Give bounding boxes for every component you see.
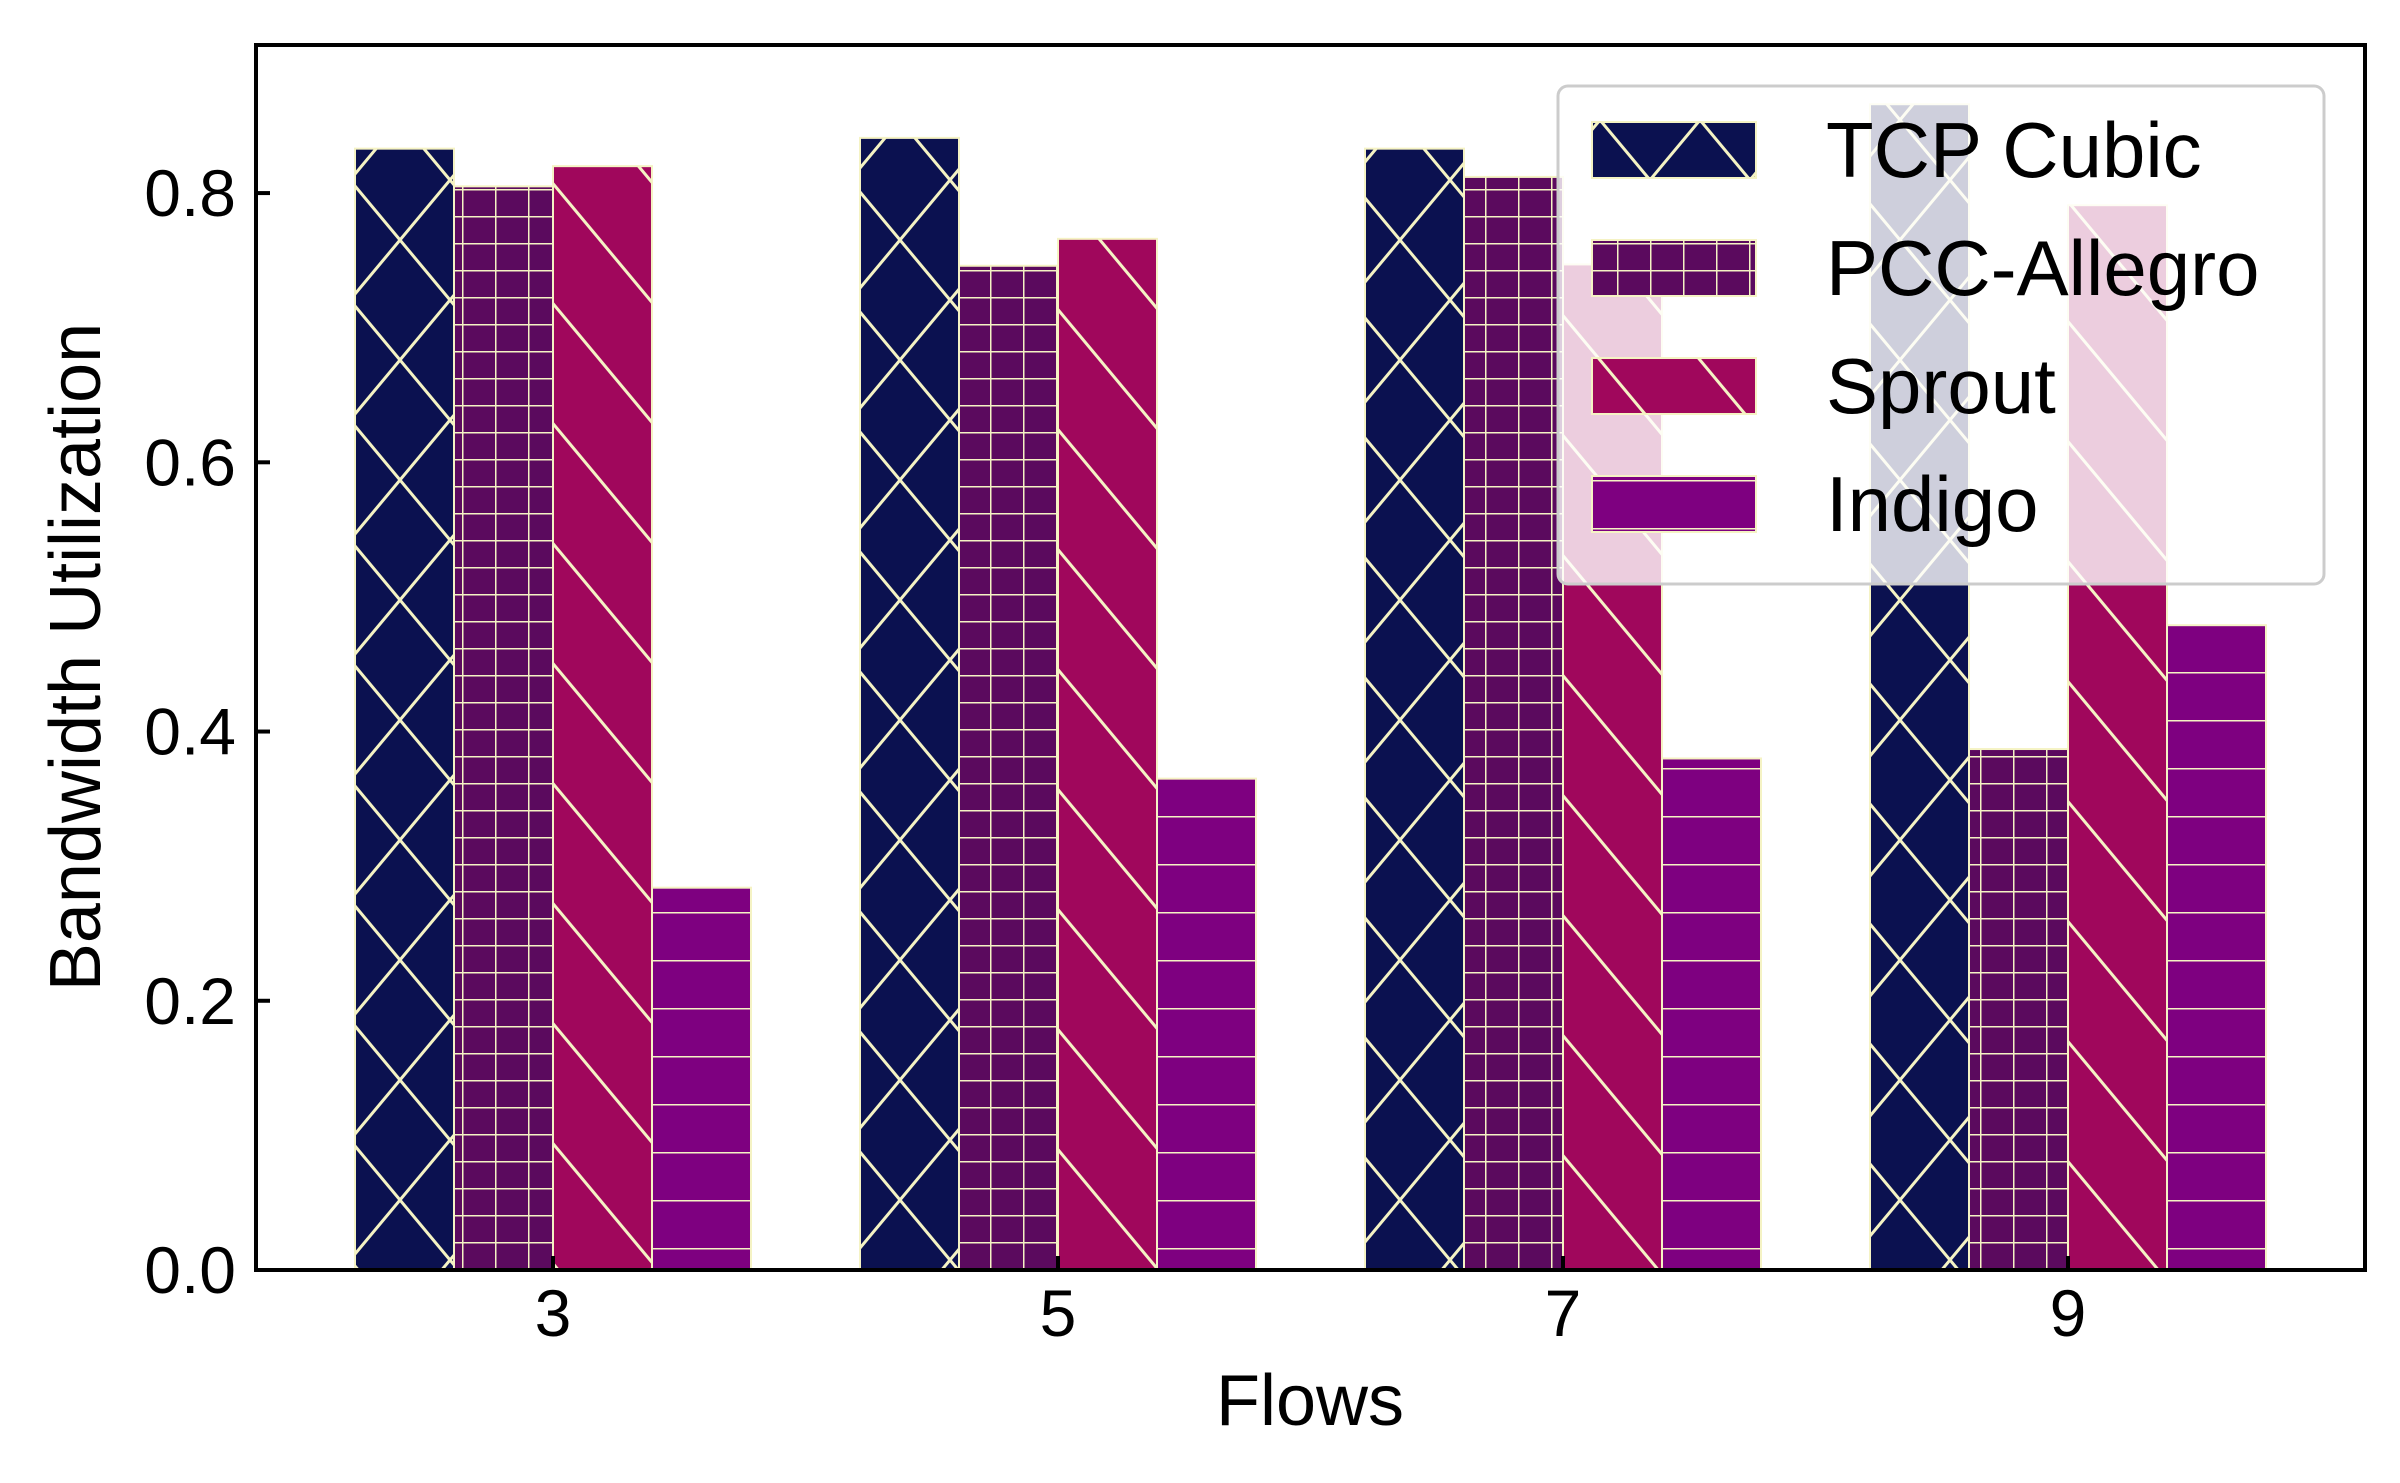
- bar-indigo-9: [2166, 624, 2267, 1271]
- bar-tcp-cubic-3: [354, 147, 455, 1272]
- plot-frame: [254, 43, 2367, 1272]
- bar-tcp-cubic-5: [859, 136, 960, 1271]
- legend-box: [1556, 84, 2326, 586]
- legend-label: Indigo: [1826, 460, 2039, 548]
- x-axis-title: Flows: [1216, 1361, 1404, 1441]
- y-tick-label: 0.8: [144, 156, 236, 230]
- legend-swatch: [1591, 475, 1757, 533]
- y-axis-title: Bandwidth Utilization: [36, 323, 116, 991]
- legend-swatch: [1591, 239, 1757, 297]
- x-tick-label: 7: [1545, 1276, 1582, 1350]
- x-tick-label: 5: [1040, 1276, 1077, 1350]
- bar-sprout-5: [1057, 237, 1158, 1271]
- bar-indigo-3: [651, 886, 752, 1271]
- y-tick-label: 0.0: [144, 1233, 236, 1307]
- legend-label: Sprout: [1826, 342, 2056, 430]
- bar-tcp-cubic-7: [1364, 147, 1465, 1272]
- bar-pcc-allegro-5: [958, 264, 1059, 1271]
- bar-pcc-allegro-9: [1968, 748, 2069, 1271]
- legend: TCP Cubic PCC-Allegro Sprout Indigo: [1556, 84, 2326, 586]
- legend-label: TCP Cubic: [1826, 106, 2202, 194]
- x-axis: 3 5 7 9: [535, 1256, 2087, 1350]
- y-axis: 0.0 0.2 0.4 0.6 0.8: [144, 156, 270, 1307]
- y-tick-label: 0.6: [144, 425, 236, 499]
- legend-swatch: [1591, 357, 1757, 415]
- bar-pcc-allegro-3: [453, 185, 554, 1271]
- y-tick-label: 0.2: [144, 964, 236, 1038]
- x-tick-label: 9: [2050, 1276, 2087, 1350]
- bars-group: [354, 103, 2267, 1272]
- y-tick-label: 0.4: [144, 695, 236, 769]
- bar-indigo-7: [1661, 757, 1762, 1271]
- bar-indigo-5: [1156, 777, 1257, 1272]
- x-tick-label: 3: [535, 1276, 572, 1350]
- bar-pcc-allegro-7: [1463, 175, 1564, 1271]
- legend-swatch: [1591, 121, 1757, 179]
- legend-label: PCC-Allegro: [1826, 224, 2259, 312]
- bar-sprout-3: [552, 165, 653, 1272]
